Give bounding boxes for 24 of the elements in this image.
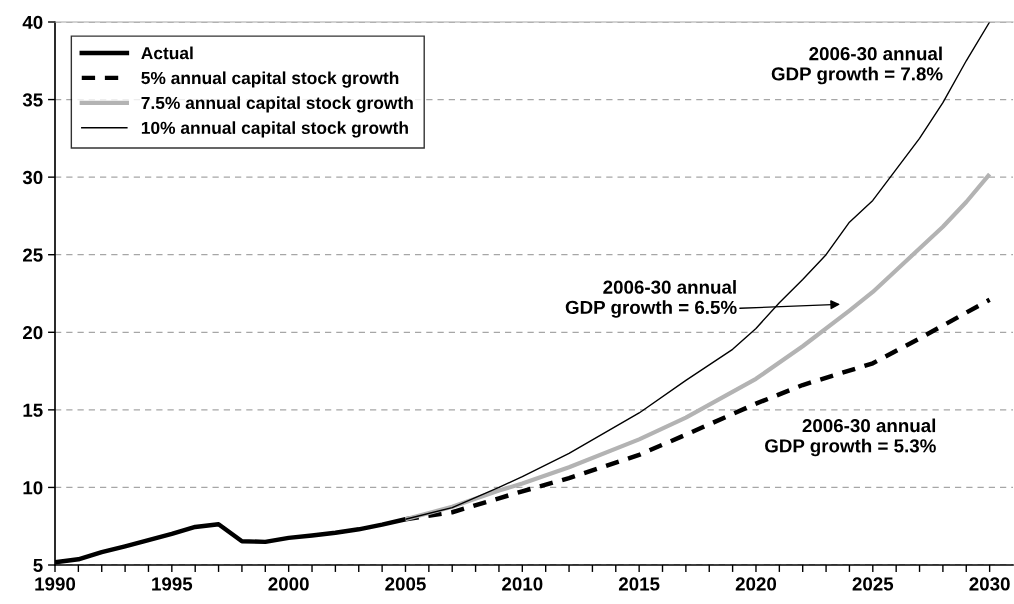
x-tick-label: 2010 bbox=[502, 577, 543, 591]
legend-label: Actual bbox=[141, 46, 193, 60]
x-tick-label: 2015 bbox=[618, 577, 660, 591]
y-tick-label: 10 bbox=[23, 481, 43, 495]
x-tick-label: 2025 bbox=[852, 577, 894, 591]
y-tick-label: 5 bbox=[33, 558, 43, 572]
legend-label: 10% annual capital stock growth bbox=[141, 121, 408, 138]
x-tick-label: 1995 bbox=[152, 577, 193, 591]
x-tick-label: 2020 bbox=[735, 577, 777, 591]
y-tick-label: 15 bbox=[23, 403, 43, 417]
y-tick-label: 30 bbox=[22, 170, 43, 185]
x-tick-label: 2030 bbox=[969, 577, 1010, 591]
annotation: 2006-30 annual GDP growth = 6.5% bbox=[565, 280, 737, 318]
x-tick-label: 2005 bbox=[385, 577, 426, 591]
x-tick-label: 1990 bbox=[35, 577, 76, 591]
y-tick-label: 20 bbox=[22, 325, 43, 340]
legend-label: 5% annual capital stock growth bbox=[141, 71, 399, 88]
x-tick-label: 2000 bbox=[268, 577, 309, 591]
legend-label: 7.5% annual capital stock growth bbox=[141, 96, 413, 113]
annotation: 2006-30 annual GDP growth = 7.8% bbox=[771, 46, 943, 85]
y-tick-label: 35 bbox=[22, 93, 43, 107]
y-tick-label: 40 bbox=[22, 15, 43, 29]
y-tick-label: 25 bbox=[22, 248, 43, 262]
annotation: 2006-30 annual GDP growth = 5.3% bbox=[765, 418, 936, 457]
